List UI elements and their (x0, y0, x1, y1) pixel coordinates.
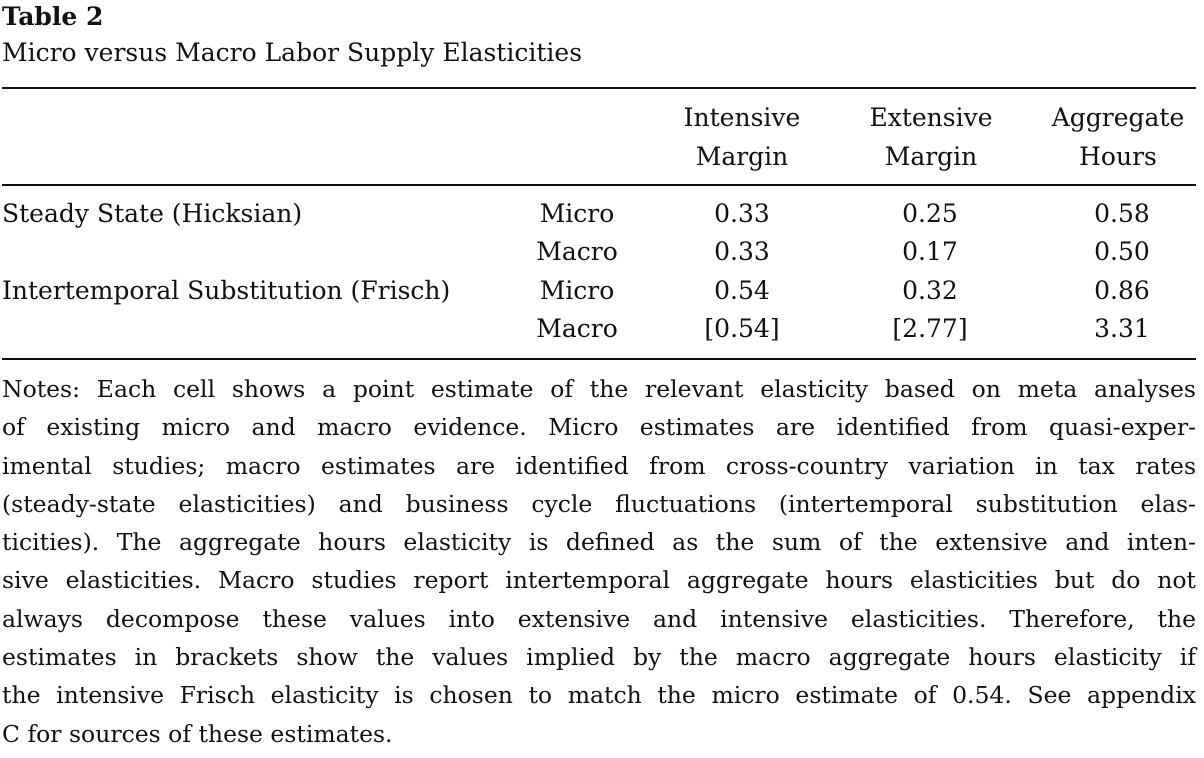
table-row: Intertemporal Substitution (Frisch) Micr… (2, 272, 1196, 310)
cell-intensive: [0.54] (704, 314, 780, 343)
cell-intensive: 0.54 (714, 276, 770, 305)
table-title: Micro versus Macro Labor Supply Elastici… (2, 38, 583, 67)
cell-extensive: 0.32 (902, 276, 958, 305)
cell-extensive: 0.25 (902, 199, 958, 228)
table-row: Macro [0.54] [2.77] 3.31 (2, 310, 1196, 348)
table-notes: Notes: Each cell shows a point estimate … (2, 370, 1196, 753)
cell-aggregate: 0.58 (1094, 199, 1150, 228)
notes-line: of existing micro and macro evidence. Mi… (2, 413, 1196, 442)
notes-line: ticities). The aggregate hours elasticit… (2, 528, 1196, 557)
table-number: Table 2 (2, 2, 104, 31)
row-type: Macro (536, 314, 618, 343)
cell-intensive: 0.33 (714, 199, 770, 228)
row-type: Micro (539, 276, 615, 305)
top-rule (2, 87, 1196, 89)
row-type: Macro (536, 237, 618, 266)
cell-intensive: 0.33 (714, 237, 770, 266)
notes-line: sive elasticities. Macro studies report … (2, 566, 1196, 595)
notes-line: imental studies; macro estimates are ide… (2, 451, 1196, 480)
notes-line: Notes: Each cell shows a point estimate … (2, 375, 1196, 403)
row-label: Intertemporal Substitution (Frisch) (2, 276, 451, 305)
column-header-extensive-margin: Extensive Margin (869, 103, 993, 171)
table-row: Macro 0.33 0.17 0.50 (2, 233, 1196, 271)
notes-line: the intensive Frisch elasticity is chose… (2, 681, 1196, 710)
row-type: Micro (539, 199, 615, 228)
row-label: Steady State (Hicksian) (2, 199, 303, 228)
column-header-intensive-margin: Intensive Margin (683, 103, 801, 171)
bottom-rule (2, 358, 1196, 360)
column-header-aggregate-hours: Aggregate Hours (1051, 103, 1185, 171)
notes-line: estimates in brackets show the values im… (2, 643, 1196, 672)
notes-line: C for sources of these estimates. (2, 719, 393, 748)
notes-line: always decompose these values into exten… (2, 604, 1196, 633)
header-rule (2, 184, 1196, 186)
cell-extensive: 0.17 (902, 237, 958, 266)
cell-aggregate: 0.50 (1094, 237, 1150, 266)
cell-aggregate: 0.86 (1094, 276, 1150, 305)
notes-line: (steady-state elasticities) and business… (2, 489, 1196, 518)
table-row: Steady State (Hicksian) Micro 0.33 0.25 … (2, 195, 1196, 233)
cell-aggregate: 3.31 (1094, 314, 1150, 343)
cell-extensive: [2.77] (892, 314, 968, 343)
